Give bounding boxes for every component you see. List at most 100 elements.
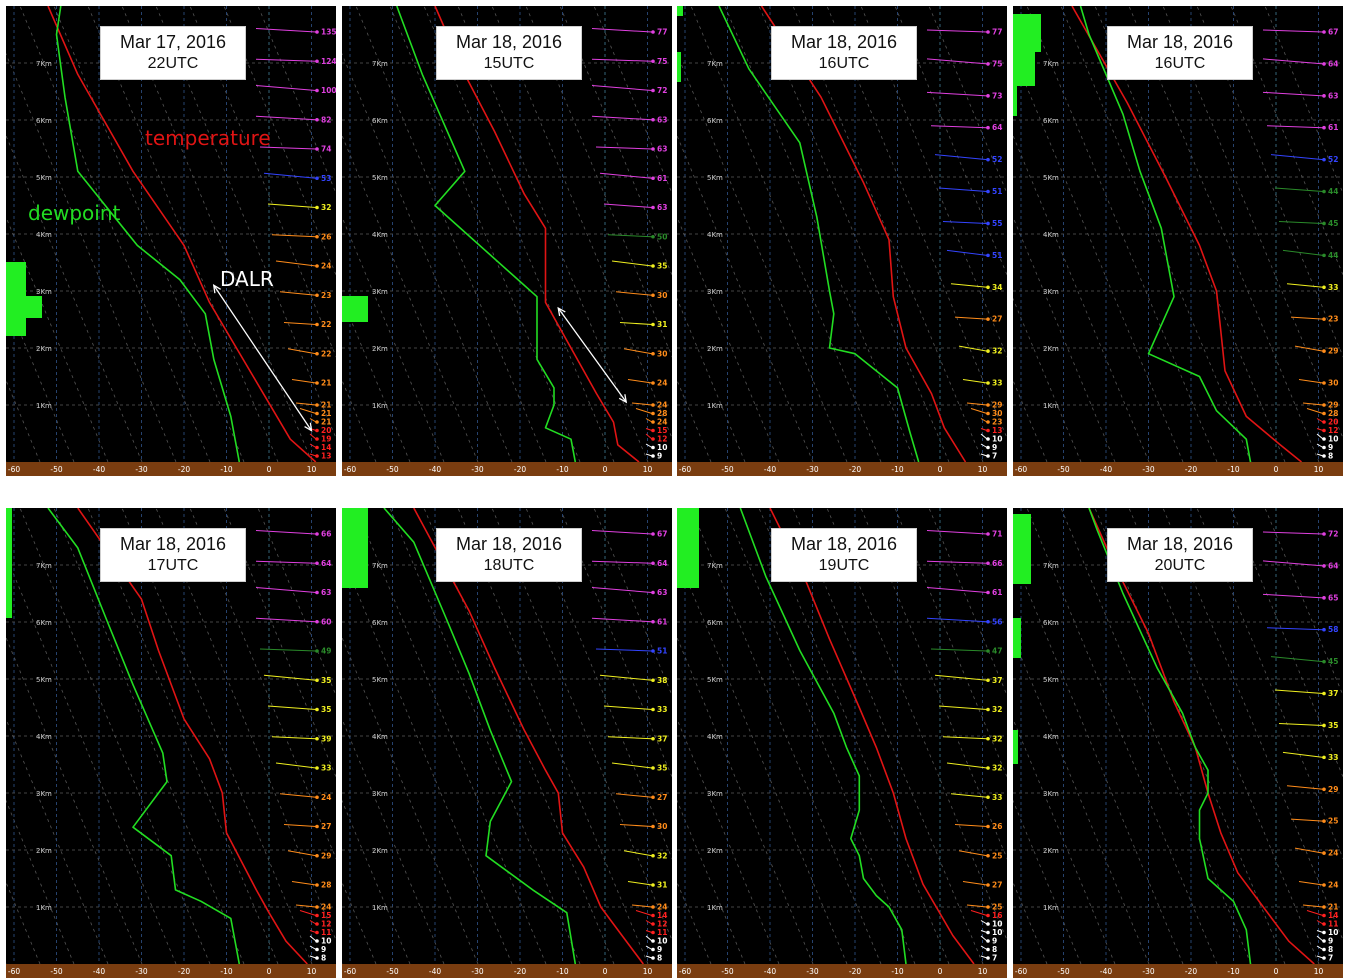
height-tick-label: 3Km [36,288,52,296]
x-tick-label: -30 [806,465,818,474]
wind-point [986,590,990,595]
wind-point [651,176,655,181]
x-tick-label: -40 [429,465,441,474]
dry-adiabat [491,6,672,440]
dry-adiabat [189,6,336,358]
dry-adiabat [6,52,177,463]
wind-barb [1316,428,1324,431]
wind-barb [595,146,653,150]
wind-speed-label: 32 [992,764,1002,773]
wind-barb [645,935,653,942]
dry-adiabat [1013,554,1184,965]
height-tick-label: 2Km [372,847,388,855]
wind-point [315,234,319,239]
height-tick-label: 5Km [1043,676,1059,684]
cloud-layer [677,6,683,16]
wind-speed-label: 14 [657,911,667,920]
wind-barb [950,793,988,798]
dry-adiabat [87,508,279,965]
wind-barb [1302,402,1324,406]
wind-point [315,437,319,441]
sounding-panel: 1Km 2Km 3Km 4Km 5Km 6Km 7Km 9 10 12 15 24 28 24 24 30 31… [342,6,672,476]
wind-barb [970,408,988,414]
x-tick-label: 0 [603,465,608,474]
wind-speed-label: 21 [321,409,331,418]
wind-barb [1262,531,1324,535]
height-tick-label: 3Km [1043,288,1059,296]
wind-barb [1294,345,1324,352]
dry-adiabat [525,508,672,860]
wind-point [986,795,990,800]
wind-barb [263,172,317,179]
wind-point [986,62,990,66]
wind-barb [934,154,988,161]
height-tick-label: 1Km [1043,402,1059,410]
wind-speed-label: 61 [657,617,667,626]
height-tick-label: 3Km [1043,790,1059,798]
x-tick-label: 10 [307,465,317,474]
wind-point [1322,253,1326,258]
x-tick-label: -60 [344,465,356,474]
wind-speed-label: 11 [1328,920,1338,929]
wind-speed-label: 29 [1328,401,1338,410]
x-tick-label: -60 [1015,967,1027,976]
wind-speed-label: 75 [992,59,1002,68]
wind-speed-label: 64 [1328,59,1338,68]
x-tick-label: -60 [679,465,691,474]
height-tick-label: 6Km [36,619,52,627]
wind-point [1322,445,1326,450]
wind-speed-label: 30 [657,349,667,358]
wind-barb [980,920,988,925]
x-tick-label: -50 [386,465,398,474]
ground-strip [342,462,672,476]
wind-barb [1278,722,1324,726]
cloud-layer [1013,618,1021,658]
wind-point [1322,454,1326,458]
x-tick-label: -30 [471,967,483,976]
wind-speed-label: 8 [1328,945,1333,954]
wind-barb [275,260,317,267]
wind-point [315,454,319,458]
x-tick-label: -50 [386,967,398,976]
wind-point [1322,125,1326,130]
wind-speed-label: 52 [992,155,1002,164]
wind-barb [591,85,653,91]
height-tick-label: 7Km [372,60,388,68]
wind-point [1322,62,1326,66]
wind-point [651,437,655,441]
wind-speed-label: 8 [657,954,662,963]
x-tick-label: -60 [679,967,691,976]
wind-point [651,59,655,64]
wind-speed-label: 44 [1328,187,1338,196]
height-tick-label: 6Km [36,117,52,125]
wind-point [651,351,655,356]
height-tick-label: 7Km [1043,60,1059,68]
wind-point [315,956,319,960]
dry-adiabat [860,508,1007,860]
wind-barb [645,453,653,457]
wind-point [1322,883,1326,887]
wind-speed-label: 24 [657,379,667,388]
wind-barb [267,705,317,710]
panel-caption: Mar 18, 2016 18UTC [436,528,582,582]
temperature-line [760,6,967,463]
wind-speed-label: 33 [1328,753,1338,762]
panel-date: Mar 18, 2016 [119,534,227,554]
sounding-panel: 1Km 2Km 3Km 4Km 5Km 6Km 7Km 7 9 10 13 23 30 29 33 32 27 3… [677,6,1007,476]
wind-point [986,766,990,770]
panel-caption: Mar 18, 2016 20UTC [1107,528,1253,582]
height-tick-label: 6Km [372,619,388,627]
wind-barb [926,617,988,623]
wind-speed-label: 14 [321,443,331,452]
panel-time: 17UTC [147,557,199,574]
wind-barb [299,910,317,916]
wind-point [315,411,319,416]
x-tick-label: 10 [643,967,653,976]
wind-speed-label: 32 [657,851,667,860]
wind-point [651,795,655,800]
height-tick-label: 4Km [372,733,388,741]
wind-barb [603,203,653,208]
wind-barb [962,881,988,886]
dry-adiabat [1013,636,1150,965]
wind-speed-label: 23 [992,418,1002,427]
